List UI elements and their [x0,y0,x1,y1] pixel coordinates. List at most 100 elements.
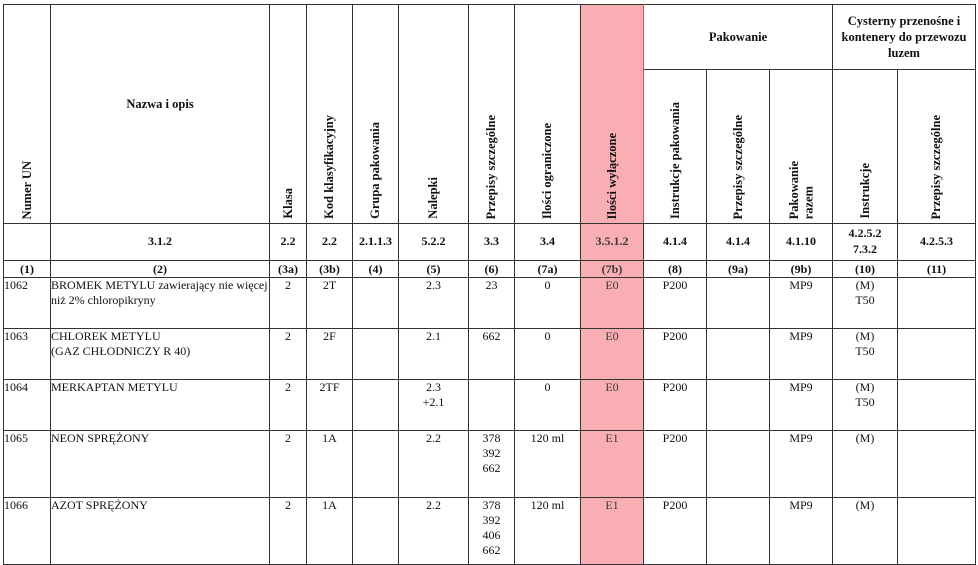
packing-group-cell [352,430,399,498]
tank-instruction-cell: (M) [832,430,898,498]
header-packing-group: Grupa pakowania [352,4,399,224]
ref-cell: 4.2.5.3 [896,223,977,261]
colnum-cell: (9a) [706,260,770,278]
tank-instruction-cell: (M) T50 [832,277,898,329]
mixed-packing-cell: MP9 [769,328,833,380]
ref-cell: 3.5.1.2 [580,223,644,261]
colnum-cell: (9b) [769,260,833,278]
packing-special-cell [706,277,770,329]
excepted-quantity-cell: E0 [580,379,644,431]
header-tank-special: Przepisy szczególne [896,69,977,224]
limited-quantity-cell: 0 [514,277,581,329]
packing-instruction-cell: P200 [643,277,707,329]
class-cell: 2 [269,379,307,431]
packing-group-cell [352,497,399,565]
name-cell: NEON SPRĘŻONY [50,430,270,498]
colnum-cell: (3b) [306,260,353,278]
ref-cell: 4.1.4 [706,223,770,261]
reference-row: 3.1.2 2.2 2.2 2.1.1.3 5.2.2 3.3 3.4 3.5.… [3,223,977,261]
class-code-cell: 1A [306,430,353,498]
tank-instruction-cell: (M) [832,497,898,565]
class-code-cell: 2TF [306,379,353,431]
header-name: Nazwa i opis [50,4,270,224]
un-number-cell: 1066 [3,497,51,565]
class-code-cell: 2F [306,328,353,380]
packing-instruction-cell: P200 [643,328,707,380]
column-number-row: (1) (2) (3a) (3b) (4) (5) (6) (7a) (7b) … [3,260,977,278]
colnum-cell: (7b) [580,260,644,278]
excepted-quantity-cell: E1 [580,430,644,498]
header-tanks-group: Cysterny przenośne i kontenery do przewo… [831,3,977,71]
packing-group-cell [352,379,399,431]
labels-cell: 2.1 [398,328,469,380]
un-number-cell: 1062 [3,277,51,329]
header-packaging-group: Pakowanie [643,3,833,71]
special-provisions-cell: 378 392 662 [468,430,515,498]
excepted-quantity-cell: E0 [580,277,644,329]
header-class: Klasa [269,4,307,224]
ref-cell: 3.4 [514,223,581,261]
packing-special-cell [706,328,770,380]
table-row: 1066 AZOT SPRĘŻONY 2 1A 2.2 378 392 406 662 12… [3,497,977,565]
ref-cell: 5.2.2 [398,223,469,261]
class-cell: 2 [269,497,307,565]
table-row: 1063 CHLOREK METYLU (GAZ CHŁODNICZY R 40)… [3,328,977,380]
header-class-code: Kod klasyfikacyjny [306,4,353,224]
packing-special-cell [706,497,770,565]
labels-cell: 2.3 [398,277,469,329]
tank-special-cell [896,328,977,380]
special-provisions-cell: 662 [468,328,515,380]
packing-instruction-cell: P200 [643,379,707,431]
colnum-cell: (7a) [514,260,581,278]
colnum-cell: (11) [896,260,977,278]
colnum-cell: (10) [832,260,898,278]
tank-special-cell [896,277,977,329]
labels-cell: 2.3 +2.1 [398,379,469,431]
table-row: 1065 NEON SPRĘŻONY 2 1A 2.2 378 392 662 120 ml… [3,430,977,498]
name-cell: AZOT SPRĘŻONY [50,497,270,565]
ref-cell: 2.1.1.3 [352,223,399,261]
packing-group-cell [352,328,399,380]
ref-cell: 4.1.4 [643,223,707,261]
name-cell: CHLOREK METYLU (GAZ CHŁODNICZY R 40) [50,328,270,380]
excepted-quantity-cell: E1 [580,497,644,565]
ref-cell [3,223,51,261]
dangerous-goods-table: Numer UN Nazwa i opis Klasa Kod klasyfik… [3,3,977,565]
class-cell: 2 [269,328,307,380]
colnum-cell: (5) [398,260,469,278]
mixed-packing-cell: MP9 [769,379,833,431]
special-provisions-cell [468,379,515,431]
class-code-cell: 1A [306,497,353,565]
class-cell: 2 [269,277,307,329]
packing-group-cell [352,277,399,329]
un-number-cell: 1063 [3,328,51,380]
ref-cell: 2.2 [306,223,353,261]
packing-instruction-cell: P200 [643,497,707,565]
ref-cell: 3.1.2 [50,223,270,261]
tank-special-cell [896,430,977,498]
tank-special-cell [896,379,977,431]
labels-cell: 2.2 [398,430,469,498]
colnum-cell: (3a) [269,260,307,278]
header-packing-special: Przepisy szczególne [706,69,770,224]
special-provisions-cell: 23 [468,277,515,329]
class-cell: 2 [269,430,307,498]
ref-cell: 4.1.10 [769,223,833,261]
labels-cell: 2.2 [398,497,469,565]
un-number-cell: 1064 [3,379,51,431]
tank-instruction-cell: (M) T50 [832,328,898,380]
ref-cell: 4.2.5.2 7.3.2 [832,223,898,261]
colnum-cell: (6) [468,260,515,278]
packing-special-cell [706,379,770,431]
header-row-top: Numer UN Nazwa i opis Klasa Kod klasyfik… [3,3,977,224]
header-tank-instructions: Instrukcje [832,69,898,224]
limited-quantity-cell: 120 ml [514,497,581,565]
header-special-provisions: Przepisy szczególne [468,4,515,224]
tank-instruction-cell: (M) T50 [832,379,898,431]
header-mixed-packing: Pakowanie razem [769,69,833,224]
table-body: 3.1.2 2.2 2.2 2.1.1.3 5.2.2 3.3 3.4 3.5.… [3,223,977,565]
name-cell: BROMEK METYLU zawierający nie więcej niż… [50,277,270,329]
mixed-packing-cell: MP9 [769,497,833,565]
tank-special-cell [896,497,977,565]
header-un-number: Numer UN [3,4,51,224]
